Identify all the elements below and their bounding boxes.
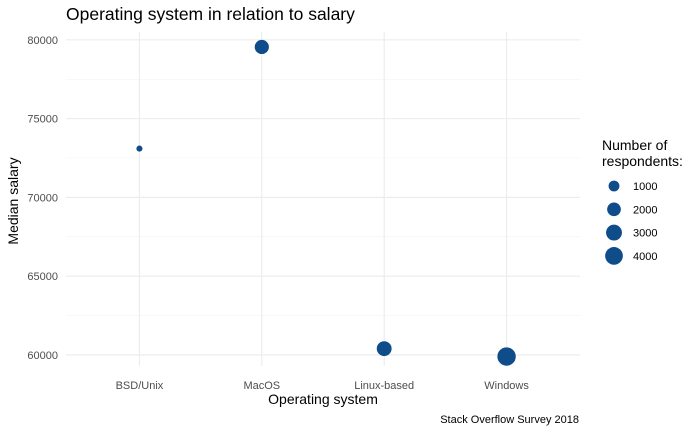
legend-key: [607, 202, 621, 217]
grid-lines: [66, 32, 580, 366]
legend-title-line-1: Number of: [602, 137, 667, 153]
data-point: [376, 341, 392, 357]
x-tick-label: BSD/Unix: [116, 380, 164, 392]
y-tick-labels: 60000 65000 70000 75000 80000: [27, 35, 58, 362]
y-tick-label: 60000: [27, 350, 58, 362]
data-points: [136, 39, 516, 366]
legend-label: 3000: [633, 228, 657, 240]
legend-key: [608, 180, 620, 192]
y-tick-label: 75000: [27, 114, 58, 126]
x-tick-label: Linux-based: [354, 380, 414, 392]
legend-label: 2000: [633, 204, 657, 216]
x-tick-label: Windows: [484, 380, 529, 392]
size-legend: Number of respondents: 1000 2000 3000 4000: [602, 137, 683, 265]
x-tick-labels: BSD/Unix MacOS Linux-based Windows: [116, 380, 530, 392]
y-tick-label: 65000: [27, 271, 58, 283]
legend-title-line-2: respondents:: [602, 153, 683, 169]
y-tick-label: 70000: [27, 192, 58, 204]
data-point: [497, 347, 516, 366]
legend-key: [605, 247, 623, 265]
chart-caption: Stack Overflow Survey 2018: [440, 414, 579, 426]
legend-key: [606, 224, 622, 241]
legend-label: 4000: [633, 251, 657, 263]
chart-title: Operating system in relation to salary: [66, 4, 355, 24]
data-point: [254, 39, 269, 55]
y-axis-title: Median salary: [5, 157, 21, 244]
x-axis-title: Operating system: [268, 391, 378, 407]
legend-label: 1000: [633, 181, 657, 193]
y-tick-label: 80000: [27, 35, 58, 47]
data-point: [136, 145, 143, 152]
x-tick-label: MacOS: [243, 380, 280, 392]
